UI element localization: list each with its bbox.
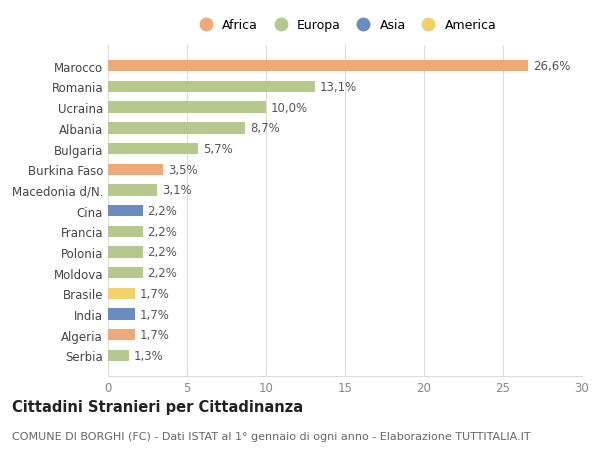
Bar <box>108 185 157 196</box>
Text: 1,3%: 1,3% <box>133 349 163 362</box>
Text: 8,7%: 8,7% <box>250 122 280 135</box>
Text: 3,5%: 3,5% <box>168 163 197 176</box>
Bar <box>108 288 135 299</box>
Bar <box>108 268 143 279</box>
Bar <box>108 206 143 217</box>
Text: 26,6%: 26,6% <box>533 60 571 73</box>
Text: 2,2%: 2,2% <box>148 246 178 259</box>
Legend: Africa, Europa, Asia, America: Africa, Europa, Asia, America <box>194 19 496 32</box>
Text: 2,2%: 2,2% <box>148 267 178 280</box>
Text: Cittadini Stranieri per Cittadinanza: Cittadini Stranieri per Cittadinanza <box>12 399 303 414</box>
Text: 3,1%: 3,1% <box>162 184 191 197</box>
Text: 1,7%: 1,7% <box>140 329 169 341</box>
Bar <box>108 61 528 72</box>
Bar <box>108 144 198 155</box>
Text: 2,2%: 2,2% <box>148 225 178 238</box>
Bar <box>108 164 163 175</box>
Bar <box>108 226 143 237</box>
Bar <box>108 102 266 113</box>
Bar <box>108 309 135 320</box>
Bar <box>108 330 135 341</box>
Bar <box>108 123 245 134</box>
Text: 5,7%: 5,7% <box>203 143 233 156</box>
Text: COMUNE DI BORGHI (FC) - Dati ISTAT al 1° gennaio di ogni anno - Elaborazione TUT: COMUNE DI BORGHI (FC) - Dati ISTAT al 1°… <box>12 431 530 442</box>
Text: 1,7%: 1,7% <box>140 287 169 300</box>
Bar <box>108 82 315 93</box>
Bar <box>108 247 143 258</box>
Text: 2,2%: 2,2% <box>148 205 178 218</box>
Text: 13,1%: 13,1% <box>320 81 357 94</box>
Bar <box>108 350 128 361</box>
Text: 10,0%: 10,0% <box>271 101 308 114</box>
Text: 1,7%: 1,7% <box>140 308 169 321</box>
